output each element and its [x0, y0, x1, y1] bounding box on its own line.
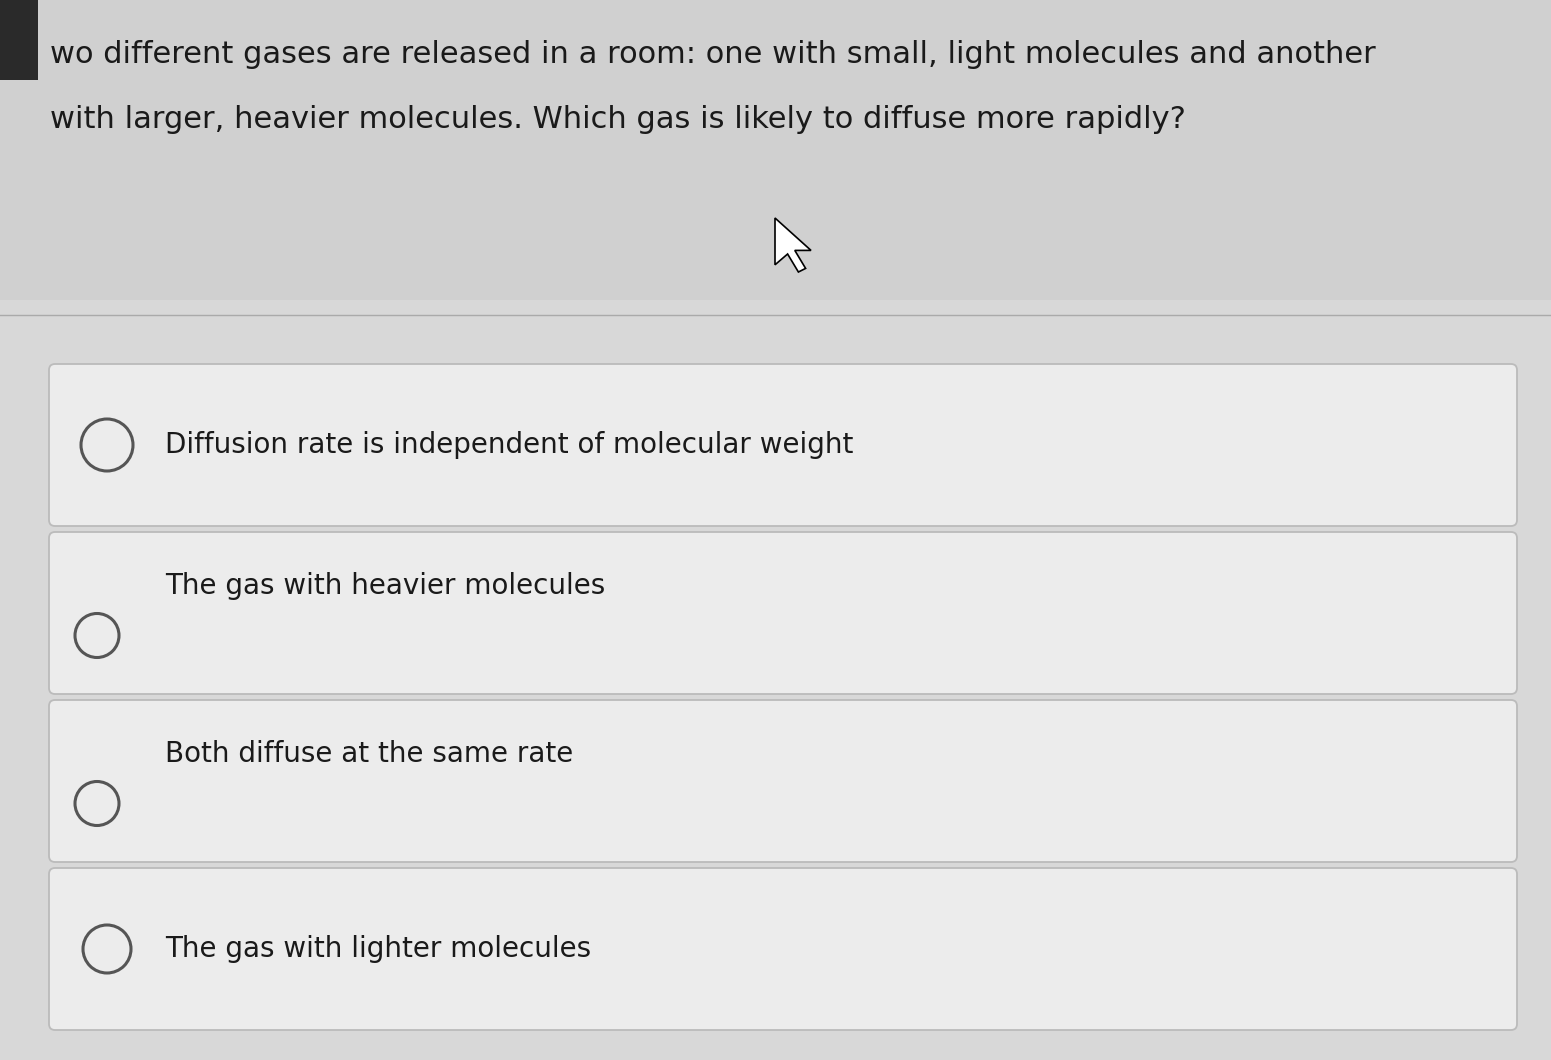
Text: Both diffuse at the same rate: Both diffuse at the same rate: [164, 740, 574, 768]
Polygon shape: [776, 218, 811, 272]
FancyBboxPatch shape: [50, 868, 1517, 1030]
Text: with larger, heavier molecules. Which gas is likely to diffuse more rapidly?: with larger, heavier molecules. Which ga…: [50, 105, 1187, 134]
FancyBboxPatch shape: [0, 0, 1551, 300]
Circle shape: [84, 925, 130, 973]
Circle shape: [74, 614, 119, 657]
Text: Diffusion rate is independent of molecular weight: Diffusion rate is independent of molecul…: [164, 431, 853, 459]
FancyBboxPatch shape: [0, 0, 39, 80]
FancyBboxPatch shape: [50, 364, 1517, 526]
Text: The gas with heavier molecules: The gas with heavier molecules: [164, 572, 605, 600]
FancyBboxPatch shape: [50, 532, 1517, 694]
Circle shape: [81, 419, 133, 471]
FancyBboxPatch shape: [50, 700, 1517, 862]
Text: The gas with lighter molecules: The gas with lighter molecules: [164, 935, 591, 962]
Text: wo different gases are released in a room: one with small, light molecules and a: wo different gases are released in a roo…: [50, 40, 1376, 69]
Circle shape: [74, 781, 119, 826]
